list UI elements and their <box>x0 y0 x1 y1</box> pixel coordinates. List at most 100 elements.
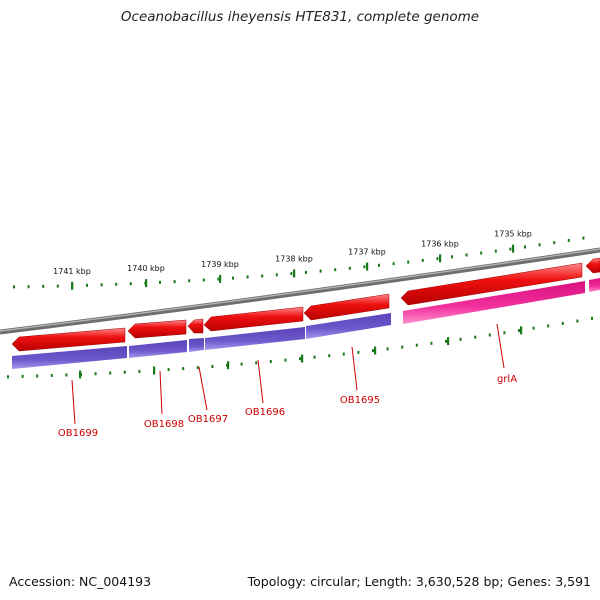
major-tick <box>227 361 230 370</box>
minor-tick <box>372 349 374 353</box>
minor-tick <box>167 368 170 372</box>
minor-tick <box>115 282 118 286</box>
minor-tick <box>415 343 418 347</box>
minor-tick <box>392 262 395 266</box>
major-tick <box>301 354 304 363</box>
minor-tick <box>451 255 453 259</box>
minor-tick <box>488 333 491 337</box>
outer-scale-ticks <box>13 236 585 289</box>
major-tick-label: 1741 kbp <box>53 267 91 276</box>
minor-tick <box>509 247 512 251</box>
major-tick <box>374 346 377 355</box>
minor-tick <box>261 274 264 278</box>
minor-tick <box>94 372 97 376</box>
major-tick <box>219 274 222 283</box>
minor-tick <box>348 266 351 270</box>
cds-feature <box>400 262 583 306</box>
gene-label-ob1698: OB1698 <box>144 419 184 430</box>
cds-feature <box>187 318 204 334</box>
inner-scale-ticks <box>7 316 593 379</box>
cds-track <box>11 257 600 352</box>
minor-tick <box>21 374 24 378</box>
gene-feature <box>12 346 127 369</box>
minor-tick <box>299 357 301 361</box>
minor-tick <box>86 283 88 287</box>
minor-tick <box>284 358 287 362</box>
minor-tick <box>129 282 132 286</box>
gene-feature <box>403 281 585 324</box>
major-tick-label: 1738 kbp <box>275 254 313 263</box>
major-tick-label: 1735 kbp <box>494 230 532 239</box>
minor-tick <box>363 265 366 269</box>
major-tick <box>447 337 450 346</box>
minor-tick <box>553 241 556 245</box>
minor-tick <box>328 354 331 358</box>
minor-tick <box>334 268 337 272</box>
minor-tick <box>100 283 103 287</box>
minor-tick <box>217 277 220 281</box>
gene-feature <box>189 338 204 352</box>
minor-tick <box>401 345 404 349</box>
major-tick <box>79 370 82 379</box>
major-scale-ticks: 1741 kbp 1740 kbp 1739 kbp 1738 kbp 1737 kbp… <box>53 230 532 290</box>
minor-tick <box>275 273 278 277</box>
gene-feature <box>205 327 305 350</box>
minor-tick <box>357 350 360 354</box>
minor-tick <box>27 285 30 289</box>
major-tick <box>520 326 523 335</box>
minor-tick <box>421 258 424 262</box>
minor-tick <box>532 326 535 330</box>
minor-tick <box>7 375 9 379</box>
minor-tick <box>188 279 191 283</box>
minor-tick <box>246 275 249 279</box>
minor-tick <box>13 285 15 289</box>
minor-tick <box>36 374 39 378</box>
major-tick <box>293 269 296 278</box>
minor-tick <box>407 260 410 264</box>
major-tick <box>145 279 148 288</box>
minor-tick <box>538 243 541 247</box>
minor-tick <box>524 245 526 249</box>
minor-tick <box>503 331 506 335</box>
cds-feature <box>585 257 600 274</box>
gene-label-ob1697: OB1697 <box>188 414 228 425</box>
minor-tick <box>159 280 161 284</box>
major-tick-label: 1736 kbp <box>421 239 459 248</box>
minor-tick <box>430 341 433 345</box>
minor-tick <box>202 278 205 282</box>
genome-summary: Topology: circular; Length: 3,630,528 bp… <box>247 574 591 589</box>
minor-tick <box>494 249 497 253</box>
minor-tick <box>518 329 520 333</box>
minor-tick <box>255 361 258 365</box>
minor-tick <box>182 367 185 371</box>
map-title: Oceanobacillus iheyensis HTE831, complet… <box>120 9 480 25</box>
gene-label-ob1696: OB1696 <box>245 407 285 418</box>
minor-tick <box>319 269 322 273</box>
minor-tick <box>313 355 316 359</box>
backbone-highlight <box>0 248 600 332</box>
major-tick-label: 1739 kbp <box>201 260 239 269</box>
minor-tick <box>305 270 307 274</box>
cds-feature <box>11 327 126 352</box>
minor-tick <box>465 253 468 257</box>
minor-tick <box>459 337 462 341</box>
minor-tick <box>436 257 439 261</box>
minor-tick <box>576 319 579 323</box>
minor-tick <box>474 335 477 339</box>
gene-label-grla: grlA <box>497 374 517 385</box>
genome-backbone <box>0 247 600 335</box>
minor-tick <box>378 263 380 267</box>
gene-feature <box>306 313 391 339</box>
minor-tick <box>547 324 550 328</box>
major-tick <box>153 366 156 375</box>
minor-tick <box>290 272 293 276</box>
minor-tick <box>138 369 141 373</box>
major-tick <box>512 244 515 253</box>
cds-feature <box>303 293 390 321</box>
major-tick <box>71 281 74 290</box>
minor-tick <box>109 371 112 375</box>
minor-tick <box>445 339 447 343</box>
major-tick <box>366 262 369 271</box>
minor-tick <box>342 352 345 356</box>
cds-feature <box>203 306 304 332</box>
